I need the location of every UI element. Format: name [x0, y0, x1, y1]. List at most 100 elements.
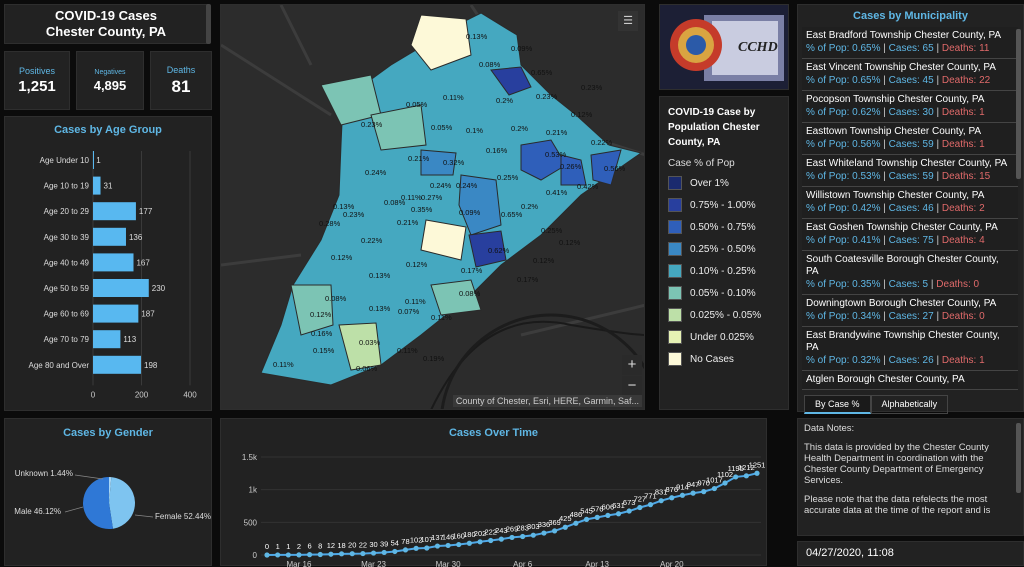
municipality-item[interactable]: East Bradford Township Chester County, P… [802, 27, 1018, 59]
legend-swatch [668, 198, 682, 212]
cases-point[interactable] [711, 485, 717, 492]
map-pct-label: 0.12% [571, 110, 593, 119]
legend-label: 0.025% - 0.05% [690, 309, 762, 321]
age-bar[interactable] [93, 227, 126, 246]
cases-point[interactable] [349, 551, 355, 557]
cases-point[interactable] [722, 480, 728, 486]
age-bar[interactable] [93, 253, 134, 272]
age-bar[interactable] [93, 202, 136, 221]
cases-point[interactable] [573, 520, 579, 526]
cases-point[interactable] [615, 511, 622, 517]
cases-point[interactable] [296, 552, 302, 558]
cases-point[interactable] [477, 539, 483, 545]
municipality-item[interactable]: Easttown Township Chester County, PA % of… [802, 123, 1018, 155]
cases-point[interactable] [541, 530, 547, 536]
map-canvas[interactable]: 0.13%0.09%0.08%0.65%0.23%0.11% 0.2%0.23%0… [221, 5, 645, 410]
cases-point[interactable] [402, 547, 409, 553]
time-x-tick: Apr 13 [585, 560, 609, 567]
age-bar[interactable] [93, 330, 121, 349]
cases-point[interactable] [690, 490, 696, 496]
cases-point[interactable] [392, 548, 398, 555]
cases-point[interactable] [647, 502, 654, 508]
age-bar-chart: 0 200 400 Age Under 10 1 Age 10 to 19 31 Age 20… [29, 151, 197, 399]
age-value-label: 167 [136, 258, 150, 267]
zoom-out-button[interactable]: − [622, 376, 642, 396]
municipality-name: East Vincent Township Chester County, PA [806, 62, 996, 73]
cases-point[interactable] [328, 551, 334, 557]
map-pct-label: 0.1% [466, 126, 483, 135]
municipality-item[interactable]: Pocopson Township Chester County, PA % of… [802, 91, 1018, 123]
tab-alphabetically[interactable]: Alphabetically [870, 395, 949, 414]
cases-point[interactable] [424, 545, 430, 551]
cases-point[interactable] [317, 551, 323, 558]
age-bar[interactable] [93, 151, 94, 169]
municipality-item[interactable]: East Whiteland Township Chester County, … [802, 155, 1018, 187]
municipality-item[interactable]: Willistown Township Chester County, PA % … [802, 187, 1018, 219]
map-pct-label: 0.27% [421, 193, 443, 202]
map-list-button[interactable]: ☰ [618, 11, 638, 31]
cases-point[interactable] [370, 550, 377, 556]
cases-point[interactable] [466, 540, 472, 546]
pct-of-pop: % of Pop: 0.35% [806, 279, 881, 290]
cases-point[interactable] [307, 552, 313, 558]
municipality-item[interactable]: East Vincent Township Chester County, PA… [802, 59, 1018, 91]
gender-slice[interactable] [83, 477, 113, 529]
cases-point[interactable] [754, 470, 760, 476]
legend-swatch [668, 330, 682, 344]
map-pct-label: 0.08% [384, 198, 406, 207]
municipality-item[interactable]: Atglen Borough Chester County, PA [802, 371, 1018, 390]
cases-point[interactable] [434, 543, 441, 549]
cases-point[interactable] [488, 537, 494, 544]
notes-scrollbar[interactable] [1016, 423, 1021, 493]
map-pct-label: 0.09% [511, 44, 533, 53]
cases-point[interactable] [594, 514, 600, 520]
cases-point[interactable] [456, 541, 462, 548]
cases-point[interactable] [552, 528, 558, 534]
municipality-item[interactable]: Downingtown Borough Chester County, PA % … [802, 295, 1018, 327]
age-bar[interactable] [93, 355, 142, 374]
cases-point[interactable] [701, 489, 707, 495]
cases-point[interactable] [637, 504, 643, 511]
age-bar[interactable] [93, 304, 139, 323]
cases-point[interactable] [264, 552, 270, 558]
map-pct-label: 0.06% [356, 364, 378, 373]
cases-point[interactable] [626, 508, 632, 514]
cases-point-label: 12 [327, 541, 335, 550]
cases-point[interactable] [743, 473, 749, 479]
cases-point[interactable] [562, 524, 568, 530]
cases-point[interactable] [733, 474, 739, 480]
municipality-item[interactable]: East Goshen Township Chester County, PA%… [802, 219, 1018, 251]
age-bar[interactable] [93, 279, 149, 297]
cases-point[interactable] [445, 542, 451, 549]
age-bar[interactable] [93, 176, 101, 195]
cases-point[interactable] [413, 545, 419, 551]
cases-point[interactable] [498, 536, 504, 542]
municipality-item[interactable]: South Coatesville Borough Chester County… [802, 251, 1018, 295]
cases-point[interactable] [530, 532, 536, 538]
cases-point[interactable] [285, 552, 291, 558]
cases-point-label: 673 [623, 498, 636, 507]
case-count: Cases: 46 [888, 203, 934, 214]
time-chart-title: Cases Over Time [448, 427, 539, 439]
municipality-scrollbar[interactable] [1016, 29, 1021, 179]
cases-point[interactable] [360, 550, 366, 557]
municipality-item[interactable]: East Brandywine Township Chester County,… [802, 327, 1018, 371]
county-map[interactable]: 0.13% 0.09% 0.08% 0.65% 0.23% 0.11% 0.2% 0.23% 0… [220, 4, 645, 410]
age-value-label: 177 [139, 207, 153, 216]
cases-point[interactable] [679, 492, 686, 498]
cases-point[interactable] [605, 512, 611, 519]
cases-point[interactable] [338, 551, 345, 557]
gender-slice[interactable] [109, 477, 135, 529]
cases-point[interactable] [658, 498, 664, 504]
tab-by-case-pct[interactable]: By Case % [804, 395, 871, 414]
cases-point[interactable] [509, 534, 515, 541]
cases-point[interactable] [669, 495, 675, 501]
age-x-tick: 0 [91, 390, 96, 399]
zoom-in-button[interactable]: + [622, 355, 642, 375]
cases-point[interactable] [381, 549, 387, 556]
cases-point[interactable] [520, 533, 526, 540]
municipality-list[interactable]: East Bradford Township Chester County, P… [802, 27, 1018, 391]
cases-point[interactable] [275, 552, 281, 558]
gender-slice[interactable] [109, 477, 112, 503]
cases-point[interactable] [583, 516, 590, 522]
